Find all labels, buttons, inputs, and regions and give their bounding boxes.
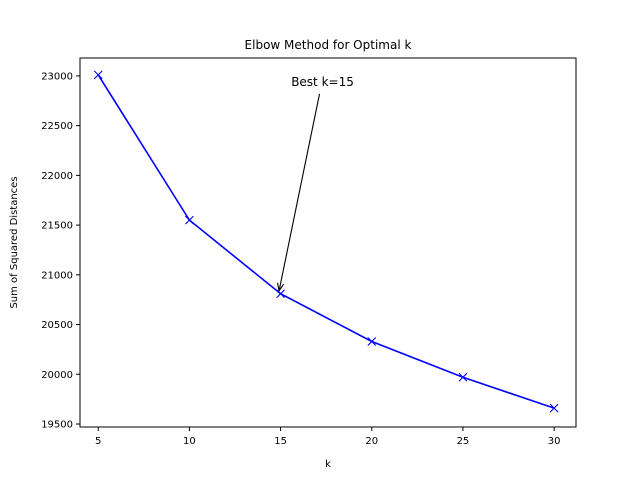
data-point-marker (549, 403, 559, 413)
series-line (97, 74, 555, 409)
x-axis-label: k (325, 459, 331, 470)
y-tick-label: 20000 (41, 370, 73, 381)
x-axis: 5 10 15 20 25 30 (95, 427, 560, 447)
data-point-marker (276, 289, 285, 299)
data-point-marker (185, 215, 194, 225)
x-tick-label: 15 (274, 436, 287, 447)
annotation-arrow (278, 93, 321, 291)
y-tick-label: 23000 (41, 71, 73, 82)
y-tick-label: 22500 (41, 121, 73, 132)
annotation-text: Best k=15 (291, 75, 354, 89)
y-tick-label: 20500 (41, 320, 73, 331)
x-tick-label: 25 (457, 436, 470, 447)
data-point-marker (458, 372, 468, 382)
plot-area (79, 57, 577, 428)
x-tick-label: 5 (95, 436, 101, 447)
x-tick-label: 30 (548, 436, 561, 447)
chart-title: Elbow Method for Optimal k (245, 38, 412, 52)
annotation-layer: Best k=15 (276, 75, 354, 293)
y-tick-label: 19500 (41, 420, 73, 431)
data-point-marker (93, 70, 103, 80)
x-tick-label: 10 (183, 436, 196, 447)
y-axis: 19500 20000 20500 21000 21500 22000 22500 23000 (41, 71, 80, 431)
x-tick-label: 20 (365, 436, 378, 447)
y-tick-label: 21500 (41, 221, 73, 232)
series-layer (93, 70, 559, 413)
data-point-marker (367, 337, 377, 346)
annotation-arrowhead (276, 282, 285, 293)
y-tick-label: 22000 (41, 171, 73, 182)
y-tick-label: 21000 (41, 270, 73, 281)
y-axis-label: Sum of Squared Distances (9, 176, 20, 308)
